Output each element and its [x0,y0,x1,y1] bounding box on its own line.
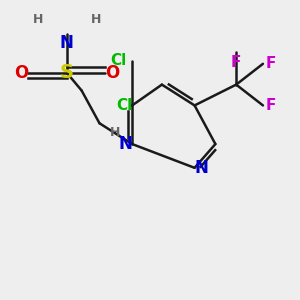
Text: N: N [118,135,132,153]
Text: F: F [231,55,242,70]
Text: S: S [60,63,74,82]
Text: O: O [14,64,28,82]
Text: H: H [33,13,43,26]
Text: F: F [266,98,276,113]
Text: H: H [110,126,120,139]
Text: O: O [105,64,120,82]
Text: Cl: Cl [116,98,132,113]
Text: Cl: Cl [110,53,126,68]
Text: F: F [266,56,276,71]
Text: H: H [91,13,101,26]
Text: N: N [195,159,208,177]
Text: N: N [60,34,74,52]
